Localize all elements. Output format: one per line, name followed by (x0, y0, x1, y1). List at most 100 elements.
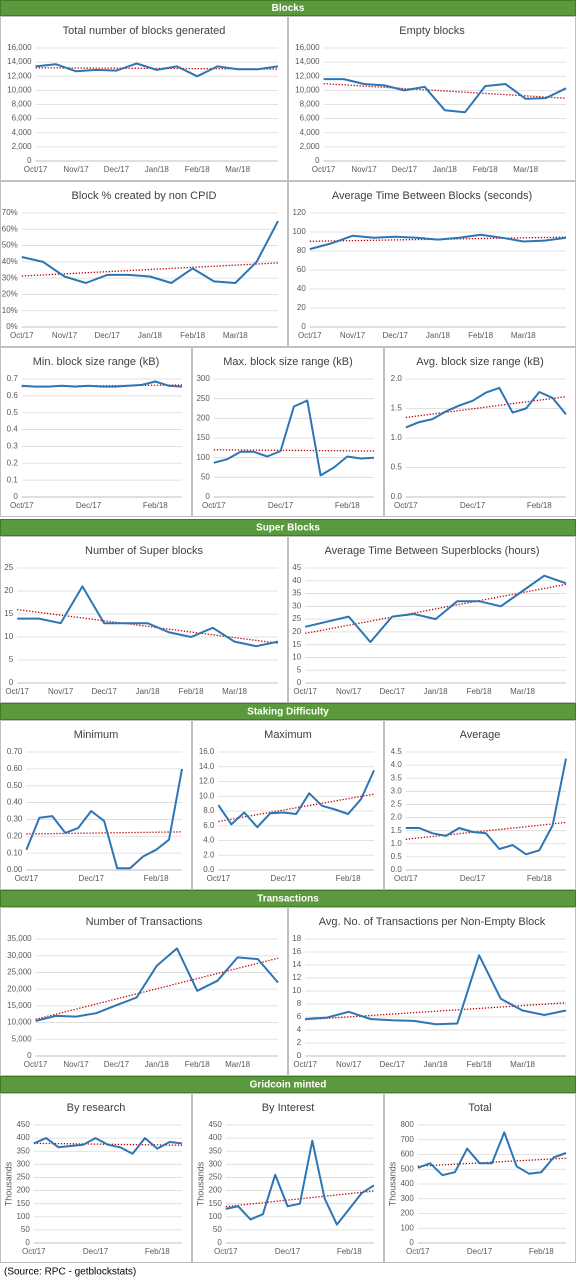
x-tick-label: Jan/18 (426, 331, 451, 340)
y-tick-label: 16.0 (199, 747, 215, 756)
y-tick-label: 40 (292, 576, 301, 585)
y-tick-label: 100 (292, 227, 306, 236)
y-tick-label: 0.4 (7, 425, 19, 434)
y-axis-title: Thousands (387, 1161, 397, 1206)
x-tick-label: Feb/18 (337, 1247, 362, 1256)
x-tick-label: Feb/18 (527, 874, 552, 883)
y-tick-label: 20% (2, 290, 18, 299)
y-tick-label: 250 (208, 1173, 222, 1182)
y-tick-label: 0.40 (7, 798, 23, 807)
x-tick-label: Feb/18 (529, 1247, 554, 1256)
trendline (21, 262, 279, 277)
x-tick-label: Dec/17 (460, 874, 486, 883)
x-tick-label: Dec/17 (76, 501, 102, 510)
chart-title: Block % created by non CPID (72, 190, 217, 202)
y-tick-label: 0 (13, 492, 18, 501)
y-tick-label: 0 (217, 1238, 222, 1247)
section-title: Gridcoin minted (250, 1080, 327, 1091)
y-tick-label: 0% (6, 322, 18, 331)
y-tick-label: 20,000 (7, 984, 32, 993)
y-tick-label: 4 (297, 1025, 302, 1034)
y-tick-label: 8,000 (12, 100, 33, 109)
chart-title: By Interest (262, 1102, 315, 1114)
chart-title: Max. block size range (kB) (223, 356, 353, 368)
x-tick-label: Oct/17 (207, 874, 231, 883)
y-tick-label: 1.5 (391, 404, 403, 413)
y-tick-label: 0.70 (7, 747, 23, 756)
x-tick-label: Oct/17 (24, 165, 48, 174)
y-tick-label: 10,000 (7, 85, 32, 94)
y-tick-label: 0.1 (7, 475, 19, 484)
y-tick-label: 15,000 (7, 1001, 32, 1010)
x-tick-label: Feb/18 (527, 501, 552, 510)
chart-frame (192, 347, 384, 517)
y-axis-title: Thousands (3, 1161, 13, 1206)
x-tick-label: Oct/17 (293, 687, 317, 696)
trendline (33, 1142, 183, 1146)
y-tick-label: 10.0 (199, 791, 215, 800)
y-tick-label: 0.5 (391, 463, 403, 472)
y-tick-label: 0.30 (7, 815, 23, 824)
data-line (33, 1137, 183, 1155)
y-tick-label: 3.0 (391, 786, 403, 795)
chart-frame (0, 16, 288, 181)
x-tick-label: Jan/18 (145, 1060, 170, 1069)
x-tick-label: Feb/18 (336, 874, 361, 883)
y-tick-label: 100 (400, 1223, 414, 1232)
y-tick-label: 6,000 (12, 114, 33, 123)
y-tick-label: 80 (297, 246, 306, 255)
y-tick-label: 4.0 (203, 836, 215, 845)
x-tick-label: Dec/17 (79, 874, 105, 883)
y-tick-label: 600 (400, 1150, 414, 1159)
y-tick-label: 16,000 (7, 43, 32, 52)
y-tick-label: 4,000 (12, 128, 33, 137)
x-tick-label: Oct/17 (406, 1247, 430, 1256)
x-tick-label: Oct/17 (394, 501, 418, 510)
y-tick-label: 450 (16, 1120, 30, 1129)
chart-frame (192, 1093, 384, 1263)
chart-frame (288, 907, 576, 1076)
y-axis-title: Thousands (195, 1161, 205, 1206)
data-line (25, 768, 183, 870)
y-tick-label: 10,000 (295, 85, 320, 94)
y-tick-label: 10 (292, 653, 301, 662)
x-tick-label: Oct/17 (298, 331, 322, 340)
x-tick-label: Dec/17 (95, 331, 121, 340)
x-tick-label: Feb/18 (473, 165, 498, 174)
chart-frame (0, 1093, 192, 1263)
x-tick-label: Oct/17 (22, 1247, 46, 1256)
y-tick-label: 250 (196, 394, 210, 403)
y-tick-label: 200 (400, 1209, 414, 1218)
y-tick-label: 20 (292, 627, 301, 636)
y-tick-label: 50 (201, 472, 210, 481)
y-tick-label: 300 (400, 1194, 414, 1203)
y-tick-label: 0 (205, 492, 210, 501)
y-tick-label: 40% (2, 257, 18, 266)
x-tick-label: Feb/18 (180, 331, 205, 340)
x-tick-label: Oct/17 (202, 501, 226, 510)
y-tick-label: 5 (297, 665, 302, 674)
y-tick-label: 0.5 (7, 408, 19, 417)
y-tick-label: 300 (208, 1159, 222, 1168)
x-tick-label: Dec/17 (104, 165, 130, 174)
y-tick-label: 50% (2, 241, 18, 250)
x-tick-label: Feb/18 (468, 331, 493, 340)
y-tick-label: 0 (297, 678, 302, 687)
chart-title: Number of Super blocks (85, 545, 203, 557)
x-tick-label: Mar/18 (223, 331, 248, 340)
x-tick-label: Jan/18 (136, 687, 161, 696)
y-tick-label: 60 (297, 265, 306, 274)
chart-title: Min. block size range (kB) (33, 356, 160, 368)
y-tick-label: 400 (16, 1133, 30, 1142)
y-tick-label: 60% (2, 224, 18, 233)
chart-title: Maximum (264, 729, 312, 741)
y-tick-label: 0.5 (391, 852, 403, 861)
data-line (35, 947, 279, 1022)
x-tick-label: Feb/18 (467, 687, 492, 696)
section-title: Super Blocks (256, 523, 320, 534)
chart-title: Empty blocks (399, 25, 465, 37)
y-tick-label: 120 (292, 208, 306, 217)
data-line (225, 1139, 375, 1226)
y-tick-label: 35,000 (7, 934, 32, 943)
y-tick-label: 30 (292, 601, 301, 610)
